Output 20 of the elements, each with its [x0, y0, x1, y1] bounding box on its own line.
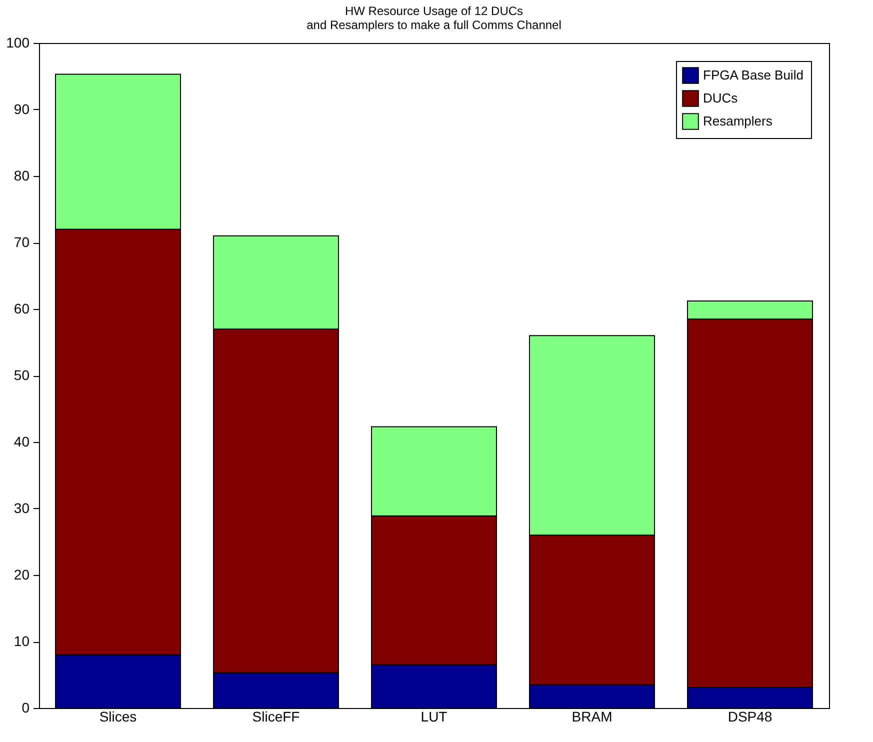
legend-label: DUCs [703, 90, 738, 106]
y-tick-label: 80 [14, 168, 30, 184]
x-tick-label: DSP48 [728, 708, 772, 724]
legend-label: FPGA Base Build [703, 68, 804, 82]
y-tick-label: 10 [14, 633, 30, 649]
y-tick-label: 40 [14, 434, 30, 450]
x-tick-label: LUT [420, 708, 448, 724]
x-tick-label: BRAM [572, 708, 612, 724]
x-tick-label: SliceFF [252, 708, 300, 724]
x-tick-label: Slices [99, 708, 137, 724]
y-tick-label: 0 [22, 700, 30, 716]
y-tick-label: 30 [14, 500, 30, 516]
legend-label: Resamplers [703, 114, 773, 128]
y-tick-label: 90 [14, 101, 30, 117]
chart-title: HW Resource Usage of 12 DUCs and Resamplers to make a full Comms Channel [306, 4, 562, 32]
y-tick-label: 60 [14, 300, 30, 316]
y-tick-label: 20 [14, 566, 30, 582]
y-tick-label: 70 [14, 234, 30, 250]
y-tick-label: 50 [14, 367, 30, 383]
y-tick-label: 100 [6, 34, 30, 50]
